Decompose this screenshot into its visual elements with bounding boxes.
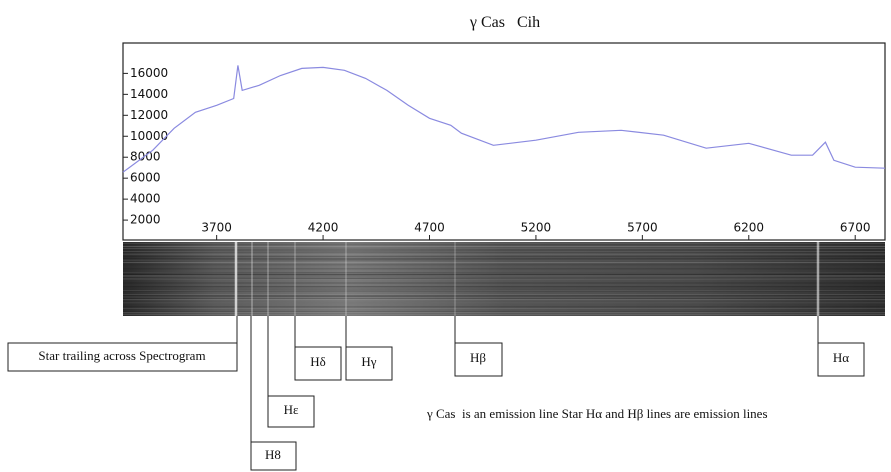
y-tick-label: 12000 xyxy=(130,108,168,122)
annotation-box xyxy=(817,342,865,377)
y-tick-label: 6000 xyxy=(130,171,161,185)
annotation-label: Hε xyxy=(284,402,299,417)
x-tick-label: 5700 xyxy=(627,221,658,235)
annotation-label: Hδ xyxy=(310,354,326,369)
x-tick-label: 5200 xyxy=(521,221,552,235)
y-tick-label: 10000 xyxy=(130,129,168,143)
x-tick-label: 3700 xyxy=(201,221,232,235)
annotation-label: H8 xyxy=(265,447,281,462)
spectrum-line xyxy=(122,65,886,173)
plot-area: 2000 4000 6000 8000 10000 12000 14000 16000 3700… xyxy=(122,42,886,241)
plot-frame xyxy=(122,42,886,241)
annotation-label: Hβ xyxy=(470,350,486,365)
annotation-box xyxy=(454,342,503,377)
y-tick-label: 4000 xyxy=(130,192,161,206)
annotation-box xyxy=(250,441,297,471)
y-tick-label: 2000 xyxy=(130,213,161,227)
spectrogram-image xyxy=(123,242,885,316)
annotation-label: Hγ xyxy=(361,354,376,369)
x-tick-label: 4200 xyxy=(308,221,339,235)
y-tick-label: 8000 xyxy=(130,150,161,164)
annotation-box xyxy=(7,342,238,372)
annotation-box xyxy=(294,346,342,381)
y-tick-label: 16000 xyxy=(130,66,168,80)
annotation-label: Hα xyxy=(833,350,849,365)
annotation-note: γ Cas is an emission line Star Hα and Hβ… xyxy=(426,406,768,421)
annotations: Star trailing across Spectrogram H8 Hε H… xyxy=(7,316,865,471)
annotation-box xyxy=(345,346,393,381)
x-tick-label: 4700 xyxy=(414,221,445,235)
annotation-label: Star trailing across Spectrogram xyxy=(38,348,205,363)
y-tick-label: 14000 xyxy=(130,87,168,101)
x-tick-label: 6700 xyxy=(840,221,871,235)
x-tick-label: 6200 xyxy=(734,221,765,235)
chart-title: γ Cas Cih xyxy=(469,14,540,31)
spectrogram xyxy=(123,242,885,316)
annotation-box xyxy=(267,395,315,428)
